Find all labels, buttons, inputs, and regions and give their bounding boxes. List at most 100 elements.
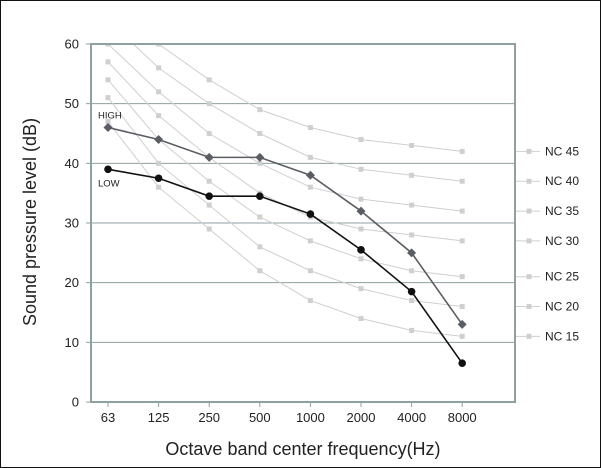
nc-45-marker: [156, 44, 162, 47]
nc-40-marker: [459, 178, 465, 184]
nc-45-marker: [106, 0, 111, 5]
nc-35-marker: [358, 196, 364, 202]
nc-20-marker: [257, 244, 263, 250]
nc-20-marker: [307, 268, 313, 274]
nc-20-marker: [156, 160, 162, 166]
x-tick-label: 500: [249, 410, 271, 425]
x-tick-label: 8000: [448, 410, 477, 425]
nc-35-marker: [206, 131, 212, 136]
nc-15-marker: [459, 333, 465, 339]
x-tick-label: 2000: [347, 410, 376, 425]
nc-30-marker: [105, 59, 111, 65]
y-axis-title: Sound pressure level (dB): [20, 118, 40, 326]
nc-40-marker: [358, 166, 364, 172]
nc-25-marker: [307, 238, 313, 244]
gridlines: [91, 103, 515, 343]
nc-35-marker: [257, 160, 263, 166]
y-tick-label: 50: [65, 96, 79, 111]
axes: 0 10 20 30 40 50 60 63 125 250 500 1000 2000 4000 8000: [65, 37, 516, 425]
nc-20-marker: [105, 95, 111, 101]
nc-25-marker: [206, 178, 212, 184]
nc-25-marker: [459, 274, 465, 280]
nc-35-marker: [307, 184, 313, 190]
y-tick-label: 0: [72, 395, 79, 410]
plot-border: [90, 43, 516, 403]
nc-25-curve: [107, 79, 463, 278]
nc-40-marker: [106, 18, 111, 23]
nc-20-curve: [107, 97, 463, 308]
y-tick-label: 30: [65, 216, 79, 231]
nc-40-curve: [132, 44, 463, 182]
nc-25-marker: [105, 77, 111, 83]
low-point: [104, 165, 112, 174]
nc-45-marker: [257, 107, 263, 113]
nc-25-marker: [257, 214, 263, 220]
nc-15-marker: [206, 226, 212, 232]
x-tick-label: 125: [148, 410, 170, 425]
nc-45-leader-marker: [526, 148, 532, 154]
nc-15-marker: [257, 268, 263, 274]
y-tick-label: 40: [65, 156, 79, 171]
nc-15-marker: [105, 119, 111, 125]
nc-15-marker: [156, 184, 162, 190]
nc-40-marker: [156, 65, 162, 71]
nc-15-marker: [307, 298, 313, 304]
nc-30-label: NC 30: [545, 234, 579, 248]
nc-curve-labels: NC 15 NC 20 NC 25 NC 30 NC 35 NC 40 NC 45: [515, 144, 579, 343]
low-point: [357, 246, 365, 254]
nc-20-marker: [206, 202, 212, 208]
nc-35-marker: [156, 89, 162, 95]
x-tick-label: 250: [198, 410, 220, 425]
nc-45-marker: [409, 142, 415, 148]
high-point: [305, 170, 315, 180]
nc-35-label: NC 35: [545, 204, 579, 218]
nc-20-marker: [358, 286, 364, 292]
low-point: [154, 174, 163, 183]
low-point: [306, 210, 315, 218]
nc-30-marker: [459, 238, 465, 244]
nc-35-marker: [105, 44, 111, 47]
nc-35-marker: [409, 202, 415, 208]
measured-series: HIGH LOW: [98, 111, 467, 368]
low-series-label: LOW: [98, 178, 120, 189]
high-point: [154, 134, 164, 144]
nc-20-marker: [409, 298, 415, 304]
y-tick-label: 10: [65, 335, 79, 350]
high-point: [407, 248, 417, 258]
low-point: [458, 359, 467, 368]
nc-15-label: NC 15: [545, 329, 579, 343]
nc-45-marker: [307, 125, 313, 131]
nc-25-leader-marker: [526, 274, 532, 280]
low-point: [205, 192, 213, 200]
nc-35-leader-marker: [526, 208, 532, 214]
nc-30-marker: [409, 232, 415, 238]
x-tick-label: 4000: [397, 410, 426, 425]
nc-25-label: NC 25: [545, 270, 579, 284]
nc-30-marker: [358, 226, 364, 232]
nc-30-leader-marker: [526, 238, 532, 244]
nc-40-label: NC 40: [545, 174, 579, 188]
x-tick-label: 63: [101, 410, 115, 425]
high-series-line: [107, 126, 463, 325]
nc-40-marker: [257, 131, 263, 136]
nc-40-marker: [409, 172, 415, 178]
nc-45-marker: [206, 77, 212, 83]
high-point: [356, 206, 366, 216]
nc-35-marker: [459, 208, 465, 214]
nc-30-marker: [156, 113, 162, 119]
nc-40-marker: [206, 101, 212, 107]
nc-20-label: NC 20: [545, 300, 579, 314]
nc-45-label: NC 45: [545, 144, 579, 158]
low-point: [255, 192, 264, 200]
high-point: [255, 152, 265, 162]
y-tick-label: 20: [65, 275, 79, 290]
nc-20-leader-marker: [526, 304, 532, 310]
nc-15-marker: [358, 315, 364, 321]
high-point: [103, 123, 113, 133]
nc-40-marker: [307, 154, 313, 160]
nc-45-marker: [459, 148, 465, 154]
nc-35-curve: [107, 44, 463, 212]
nc-45-marker: [358, 136, 364, 142]
